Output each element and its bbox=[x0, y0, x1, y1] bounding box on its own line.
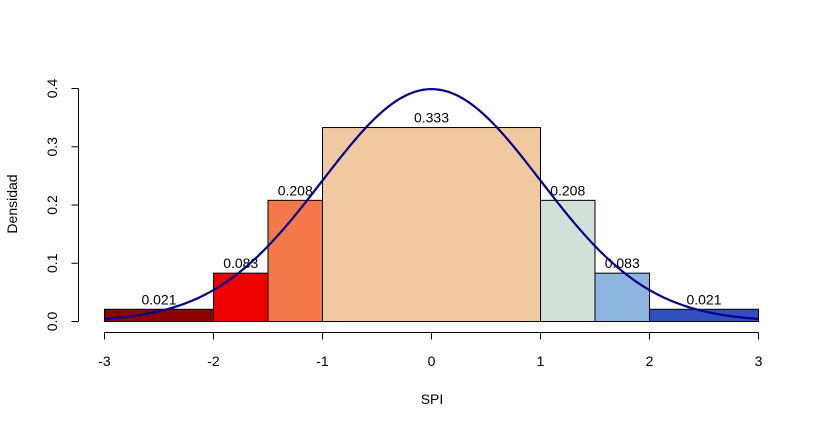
x-axis-title: SPI bbox=[421, 391, 444, 407]
bar-labels-group: 0.021 0.083 0.208 0.333 0.208 0.083 0.021 bbox=[141, 110, 721, 308]
bar-value-label: 0.021 bbox=[141, 291, 176, 307]
bar-value-label: 0.083 bbox=[223, 255, 258, 271]
bar-value-label: 0.208 bbox=[278, 182, 313, 198]
normal-density-curve bbox=[104, 88, 759, 321]
x-tick-label: 1 bbox=[537, 353, 545, 369]
y-tick-label: 0.2 bbox=[44, 195, 60, 215]
bar-value-label: 0.021 bbox=[686, 291, 721, 307]
bar-value-label: 0.333 bbox=[414, 110, 449, 126]
y-tick-label: 0.0 bbox=[44, 312, 60, 332]
y-tick-label: 0.3 bbox=[44, 137, 60, 157]
y-axis: 0.0 0.1 0.2 0.3 0.4 bbox=[44, 79, 79, 332]
x-axis: -3 -2 -1 0 1 2 3 bbox=[98, 332, 763, 369]
x-tick-label: 3 bbox=[755, 353, 763, 369]
histogram-bar bbox=[322, 127, 541, 322]
x-tick-label: -1 bbox=[316, 353, 329, 369]
x-tick-label: 0 bbox=[428, 353, 436, 369]
bar-value-label: 0.083 bbox=[605, 255, 640, 271]
histogram-bar bbox=[213, 272, 269, 322]
x-tick-label: 2 bbox=[646, 353, 654, 369]
bars-group bbox=[104, 127, 759, 322]
histogram-bar bbox=[594, 272, 650, 322]
histogram-bar bbox=[540, 199, 596, 322]
histogram-bar bbox=[649, 308, 759, 322]
histogram-bar bbox=[267, 199, 323, 322]
y-axis-title: Densidad bbox=[4, 174, 20, 233]
x-tick-label: -2 bbox=[207, 353, 220, 369]
x-tick-label: -3 bbox=[98, 353, 111, 369]
y-tick-label: 0.4 bbox=[44, 79, 60, 99]
bar-value-label: 0.208 bbox=[550, 182, 585, 198]
y-tick-label: 0.1 bbox=[44, 253, 60, 273]
